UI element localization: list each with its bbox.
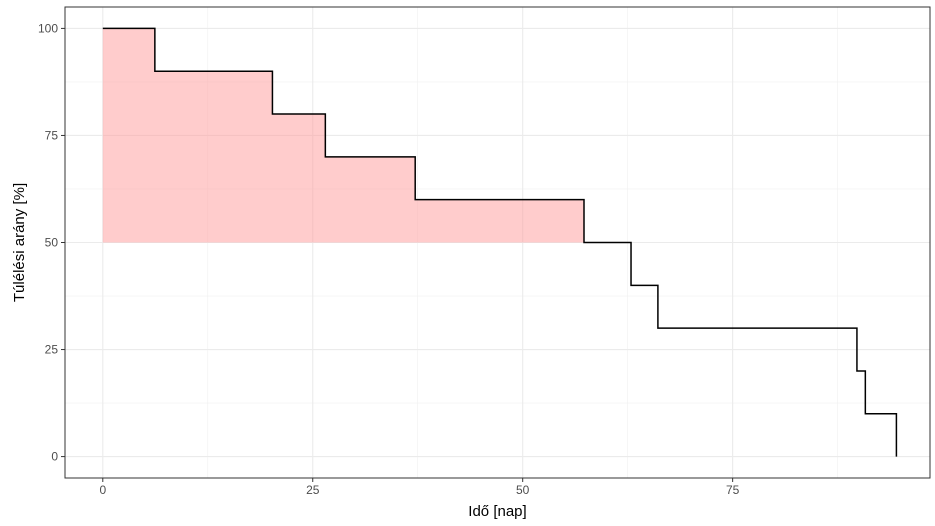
y-tick-label: 100	[38, 21, 58, 35]
y-tick-label: 75	[45, 128, 59, 142]
y-axis-title: Túlélési arány [%]	[11, 183, 28, 302]
series-layer	[102, 27, 898, 457]
y-tick-label: 50	[45, 236, 59, 250]
shaded-area	[102, 28, 584, 243]
x-axis: 0 25 50 75	[99, 478, 740, 497]
x-axis-title: Idő [nap]	[468, 503, 526, 520]
x-tick-label: 25	[306, 483, 320, 497]
y-tick-label: 0	[51, 450, 58, 464]
x-tick-label: 50	[516, 483, 530, 497]
y-tick-label: 25	[45, 343, 59, 357]
shaded-region	[102, 28, 584, 243]
x-tick-label: 0	[99, 483, 106, 497]
y-axis: 0 25 50 75 100	[38, 21, 65, 464]
x-tick-label: 75	[726, 483, 740, 497]
survival-step-line	[102, 27, 898, 457]
